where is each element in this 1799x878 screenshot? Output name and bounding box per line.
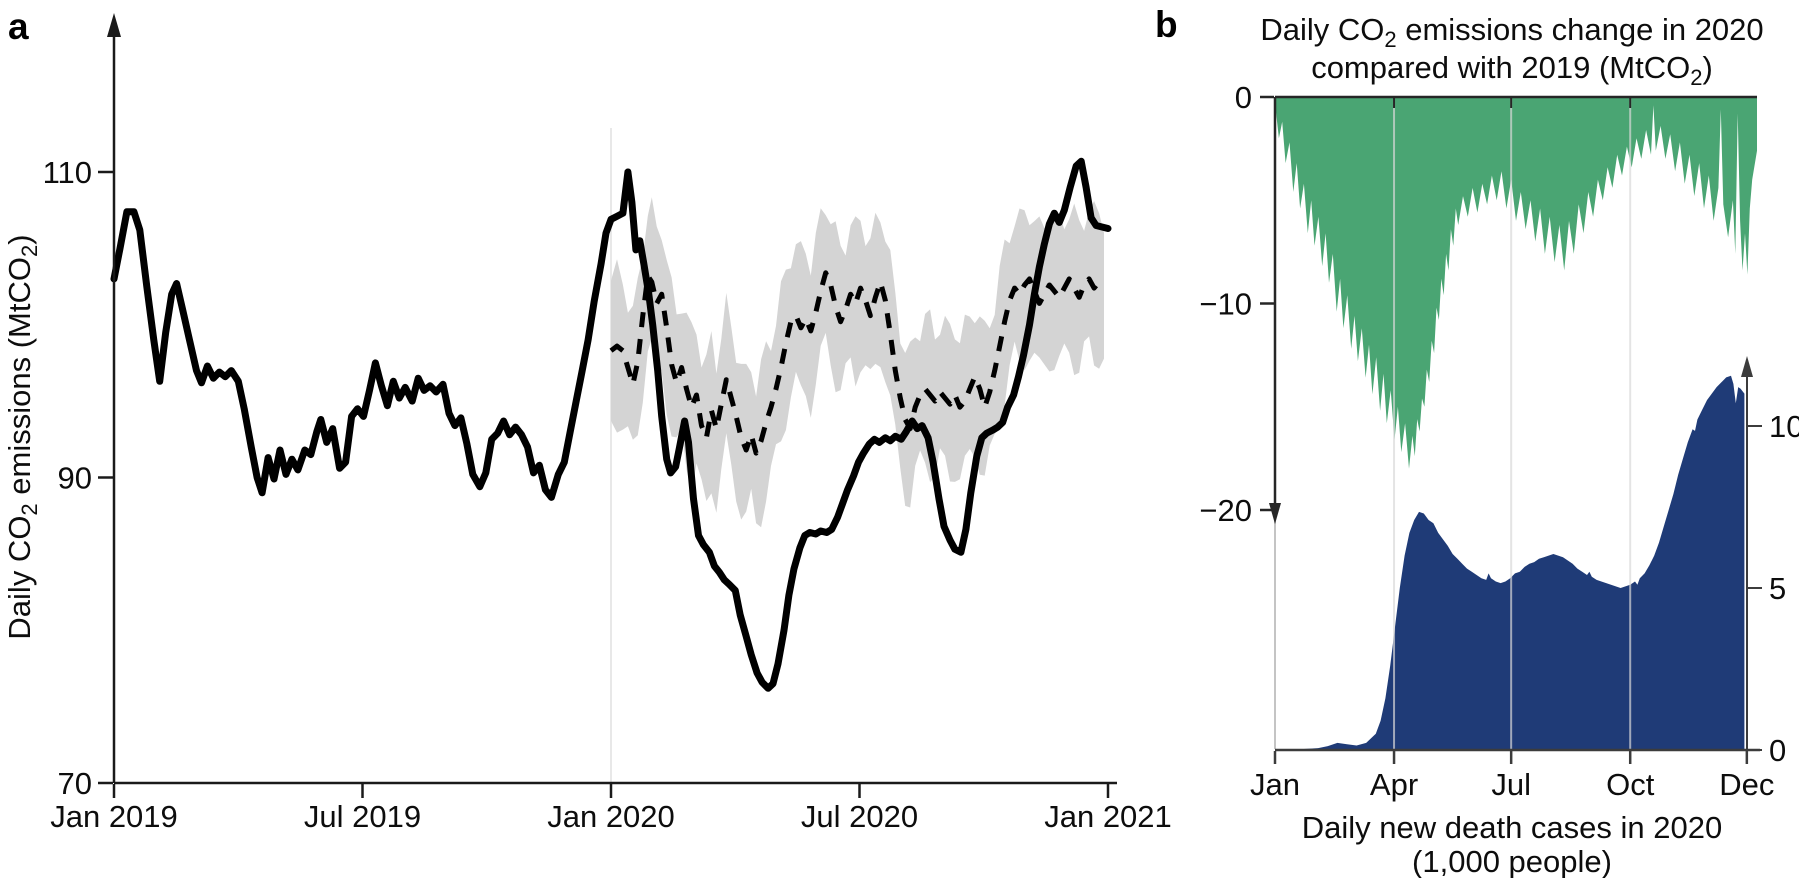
panel-b-right-tick-label: 5: [1769, 571, 1786, 606]
panel-b-right-tick-label: 10: [1769, 409, 1799, 444]
panel-a-label: a: [8, 6, 29, 47]
panel-b-x-tick-label: Apr: [1370, 767, 1418, 802]
panel-a-y-tick-label: 110: [43, 155, 92, 190]
panel-a-x-tick-label: Jul 2020: [801, 799, 918, 834]
death-cases-area: [1275, 375, 1745, 750]
panel-b-right-axis-arrowhead-icon: [1741, 356, 1753, 377]
panel-b-x-tick-label: Dec: [1719, 767, 1774, 802]
panel-b-left-axis-arrowhead-icon: [1269, 503, 1281, 524]
projected-emissions-dashed-line: [609, 270, 1106, 456]
panel-b-left-tick-label: −20: [1199, 493, 1252, 528]
panel-b-x-tick-label: Jan: [1250, 767, 1300, 802]
panel-b-x-axis-title-line1: Daily new death cases in 2020: [1302, 810, 1722, 845]
panel-a-y-axis-title: Daily CO2 emissions (MtCO2): [2, 234, 42, 639]
panel-b-left-tick-label: 0: [1235, 80, 1252, 115]
panel-b-right-tick-label: 0: [1769, 733, 1786, 768]
panel-b-label: b: [1155, 4, 1178, 45]
panel-a-y-axis-arrowhead-icon: [107, 13, 121, 37]
panel-a-x-tick-label: Jan 2020: [547, 799, 675, 834]
panel-b-x-tick-label: Jul: [1491, 767, 1531, 802]
panel-a-x-tick-label: Jul 2019: [304, 799, 421, 834]
panel-a-x-tick-label: Jan 2019: [50, 799, 178, 834]
observed-emissions-line: [110, 157, 1112, 692]
panel-a-y-tick-label: 70: [58, 766, 92, 801]
panel-b-title-line2: compared with 2019 (MtCO2): [1311, 50, 1713, 90]
panel-b-title-line1: Daily CO2 emissions change in 2020: [1260, 12, 1763, 52]
panel-b-left-tick-label: −10: [1199, 287, 1252, 322]
emissions-change-area: [1275, 97, 1757, 469]
panel-a-y-tick-label: 90: [58, 461, 92, 496]
panel-b-x-tick-label: Oct: [1606, 767, 1655, 802]
uncertainty-band: [611, 197, 1104, 528]
panel-b-x-axis-title-line2: (1,000 people): [1412, 844, 1612, 878]
panel-a-x-tick-label: Jan 2021: [1044, 799, 1172, 834]
